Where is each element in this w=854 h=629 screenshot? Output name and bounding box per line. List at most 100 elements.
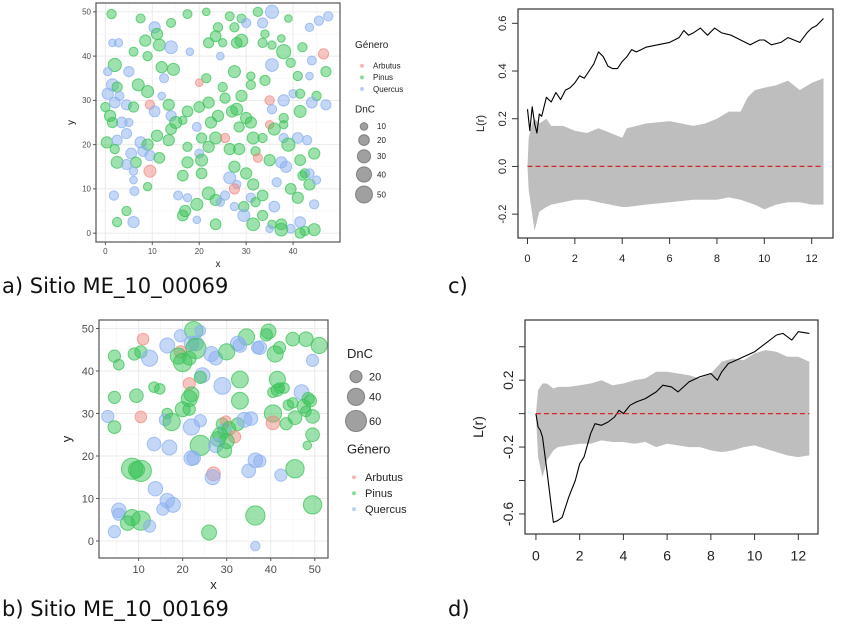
data-point-pinus — [279, 120, 289, 130]
data-point-quercus — [143, 519, 157, 533]
lfunction-plot-d: 0 2 4 6 8 10 12 -0.6 -0.2 0.2 L(r) — [470, 319, 819, 564]
x-tick-label: 8 — [714, 253, 720, 265]
data-point-pinus — [166, 17, 177, 28]
data-point-pinus — [232, 142, 246, 156]
data-point-pinus — [166, 62, 180, 76]
data-point-pinus — [245, 505, 266, 526]
y-tick-label: 20 — [82, 140, 91, 149]
legend-size-label: 20 — [377, 136, 386, 145]
data-point-quercus — [191, 121, 202, 132]
data-point-pinus — [302, 440, 313, 451]
data-point-pinus — [294, 154, 306, 166]
data-point-quercus — [250, 540, 261, 552]
data-point-pinus — [224, 11, 235, 22]
data-point-quercus — [156, 502, 170, 516]
data-point-quercus — [111, 134, 123, 146]
data-point-arbutus — [265, 415, 281, 431]
legend-label-quercus: Quercus — [365, 504, 407, 516]
data-point-pinus — [281, 137, 296, 152]
data-point-pinus — [181, 350, 197, 366]
data-point-pinus — [131, 78, 145, 92]
data-point-quercus — [186, 450, 202, 466]
data-point-pinus — [284, 183, 297, 195]
data-point-quercus — [213, 376, 232, 395]
data-point-pinus — [285, 459, 305, 479]
data-point-pinus — [201, 524, 218, 541]
data-point-arbutus — [264, 95, 275, 106]
data-point-pinus — [240, 167, 253, 180]
data-point-pinus — [217, 81, 228, 93]
data-point-pinus — [107, 390, 122, 404]
y-tick-label: 30 — [82, 408, 94, 420]
data-point-pinus — [308, 147, 321, 160]
data-point-pinus — [182, 9, 193, 20]
data-point-arbutus — [194, 78, 204, 87]
data-point-quercus — [294, 216, 306, 228]
data-point-pinus — [128, 46, 139, 57]
data-point-quercus — [215, 197, 226, 207]
x-tick-label: 0 — [524, 253, 530, 265]
data-point-quercus — [161, 439, 178, 456]
x-tick-label: 40 — [265, 564, 277, 576]
data-point-quercus — [144, 150, 156, 162]
data-point-quercus — [241, 463, 257, 479]
data-point-quercus — [253, 454, 267, 468]
data-point-quercus — [120, 127, 133, 140]
x-tick-label: 8 — [707, 548, 715, 564]
y-tick-label: 0.2 — [500, 370, 516, 390]
data-point-quercus — [128, 166, 139, 176]
data-point-quercus — [268, 200, 281, 213]
data-point-quercus — [305, 71, 314, 81]
legend-size-key — [349, 369, 363, 384]
data-point-pinus — [294, 88, 306, 99]
panel-label-a: a) Sitio ME_10_00069 — [2, 274, 229, 298]
data-point-arbutus — [252, 152, 263, 163]
data-point-quercus — [123, 66, 135, 78]
data-point-pinus — [252, 6, 264, 18]
legend-size-key — [346, 387, 366, 406]
data-point-pinus — [119, 515, 136, 531]
legend-label-pinus: Pinus — [373, 73, 393, 82]
legend-key-pinus — [360, 75, 364, 80]
legend-key-arbutus — [352, 475, 356, 480]
data-point-pinus — [121, 205, 132, 217]
data-point-quercus — [252, 340, 268, 355]
plot-frame — [524, 319, 819, 535]
data-point-pinus — [257, 132, 268, 144]
data-point-quercus — [182, 193, 193, 203]
data-point-pinus — [247, 178, 260, 191]
legend-size-key — [355, 185, 373, 204]
data-point-pinus — [279, 417, 293, 431]
data-point-pinus — [193, 370, 207, 384]
x-tick-label: 6 — [667, 253, 673, 265]
data-point-quercus — [216, 51, 225, 61]
data-point-pinus — [127, 461, 146, 479]
x-tick-label: 12 — [791, 548, 807, 564]
data-point-quercus — [147, 481, 164, 497]
data-point-pinus — [181, 105, 194, 118]
y-tick-label: 10 — [82, 185, 91, 194]
data-point-quercus — [108, 96, 121, 109]
data-point-quercus — [127, 215, 140, 229]
data-point-pinus — [305, 409, 320, 424]
data-point-pinus — [195, 153, 209, 167]
data-point-pinus — [235, 89, 248, 103]
data-point-pinus — [153, 152, 166, 164]
data-point-quercus — [148, 105, 161, 118]
data-point-pinus — [257, 37, 268, 48]
data-point-pinus — [165, 123, 177, 136]
legend-title-dnc: DnC — [355, 105, 375, 116]
data-point-quercus — [124, 117, 134, 128]
data-point-pinus — [111, 81, 123, 93]
y-tick-label: 0.4 — [497, 63, 509, 78]
y-tick-label: -0.2 — [500, 435, 516, 459]
data-point-pinus — [305, 427, 320, 443]
data-point-pinus — [267, 122, 281, 136]
data-point-pinus — [302, 495, 323, 515]
y-axis-title: L(r) — [470, 416, 486, 438]
data-point-pinus — [227, 65, 241, 79]
data-point-pinus — [176, 169, 189, 182]
data-point-quercus — [301, 135, 313, 146]
legend-size-label: 60 — [369, 416, 381, 428]
legend-size-label: 30 — [377, 152, 386, 161]
